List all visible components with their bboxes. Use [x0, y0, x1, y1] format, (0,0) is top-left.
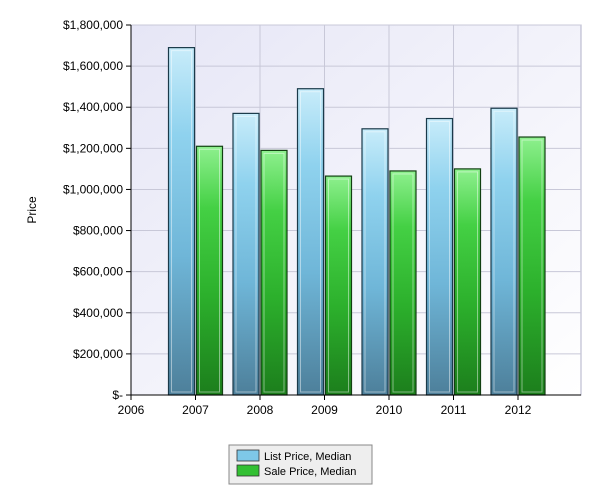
- bar-list-price: [232, 112, 260, 396]
- y-axis-title: Price: [25, 196, 39, 224]
- bar-highlight: [493, 110, 515, 393]
- legend-swatch-list-price: [236, 449, 260, 462]
- y-tick-label: $200,000: [73, 347, 123, 361]
- bar-highlight: [199, 148, 220, 393]
- bar-list-price: [425, 117, 454, 396]
- bar-highlight: [263, 152, 285, 393]
- bar-sale-price: [260, 149, 288, 396]
- x-tick-label: 2010: [376, 403, 403, 417]
- y-tick-label: $1,200,000: [63, 141, 123, 155]
- x-tick-label: 2012: [505, 403, 532, 417]
- bar-highlight: [364, 131, 386, 393]
- x-tick-label: 2007: [182, 403, 209, 417]
- legend-label-sale-price: Sale Price, Median: [264, 466, 356, 478]
- bars: [167, 47, 546, 396]
- bar-sale-price: [453, 168, 482, 396]
- bar-highlight: [300, 91, 321, 393]
- bar-list-price: [490, 107, 518, 396]
- legend: List Price, Median Sale Price, Median: [228, 444, 373, 485]
- y-tick-label: $800,000: [73, 224, 123, 238]
- y-tick-label: $400,000: [73, 306, 123, 320]
- y-tick-label: $1,000,000: [63, 182, 123, 196]
- bar-sale-price: [518, 136, 546, 396]
- bar-list-price: [361, 128, 389, 396]
- bar-highlight: [171, 50, 192, 393]
- bar-sale-price: [195, 145, 224, 396]
- bar-sale-price: [389, 170, 417, 396]
- y-tick-label: $600,000: [73, 265, 123, 279]
- y-tick-label: $1,800,000: [63, 18, 123, 32]
- y-tick-label: $1,600,000: [63, 59, 123, 73]
- bar-list-price: [167, 47, 196, 396]
- bar-highlight: [521, 139, 543, 393]
- y-tick-label: $1,400,000: [63, 100, 123, 114]
- x-axis: 2006 2007 2008 2009 2010 2011 2012: [118, 395, 532, 417]
- y-axis: $- $200,000 $400,000 $600,000 $800,000 $1,000…: [63, 18, 131, 402]
- x-tick-label: 2006: [118, 403, 145, 417]
- bar-highlight: [235, 115, 257, 393]
- x-tick-label: 2009: [311, 403, 338, 417]
- x-tick-label: 2008: [247, 403, 274, 417]
- bar-list-price: [296, 88, 325, 396]
- x-tick-label: 2011: [441, 403, 467, 417]
- legend-label-list-price: List Price, Median: [264, 451, 351, 463]
- legend-swatch-sale-price: [236, 464, 260, 477]
- bar-highlight: [392, 173, 414, 393]
- bar-highlight: [429, 121, 450, 393]
- bar-highlight: [457, 171, 478, 393]
- y-tick-label: $-: [112, 388, 123, 402]
- bar-highlight: [328, 178, 349, 393]
- bar-sale-price: [324, 175, 353, 396]
